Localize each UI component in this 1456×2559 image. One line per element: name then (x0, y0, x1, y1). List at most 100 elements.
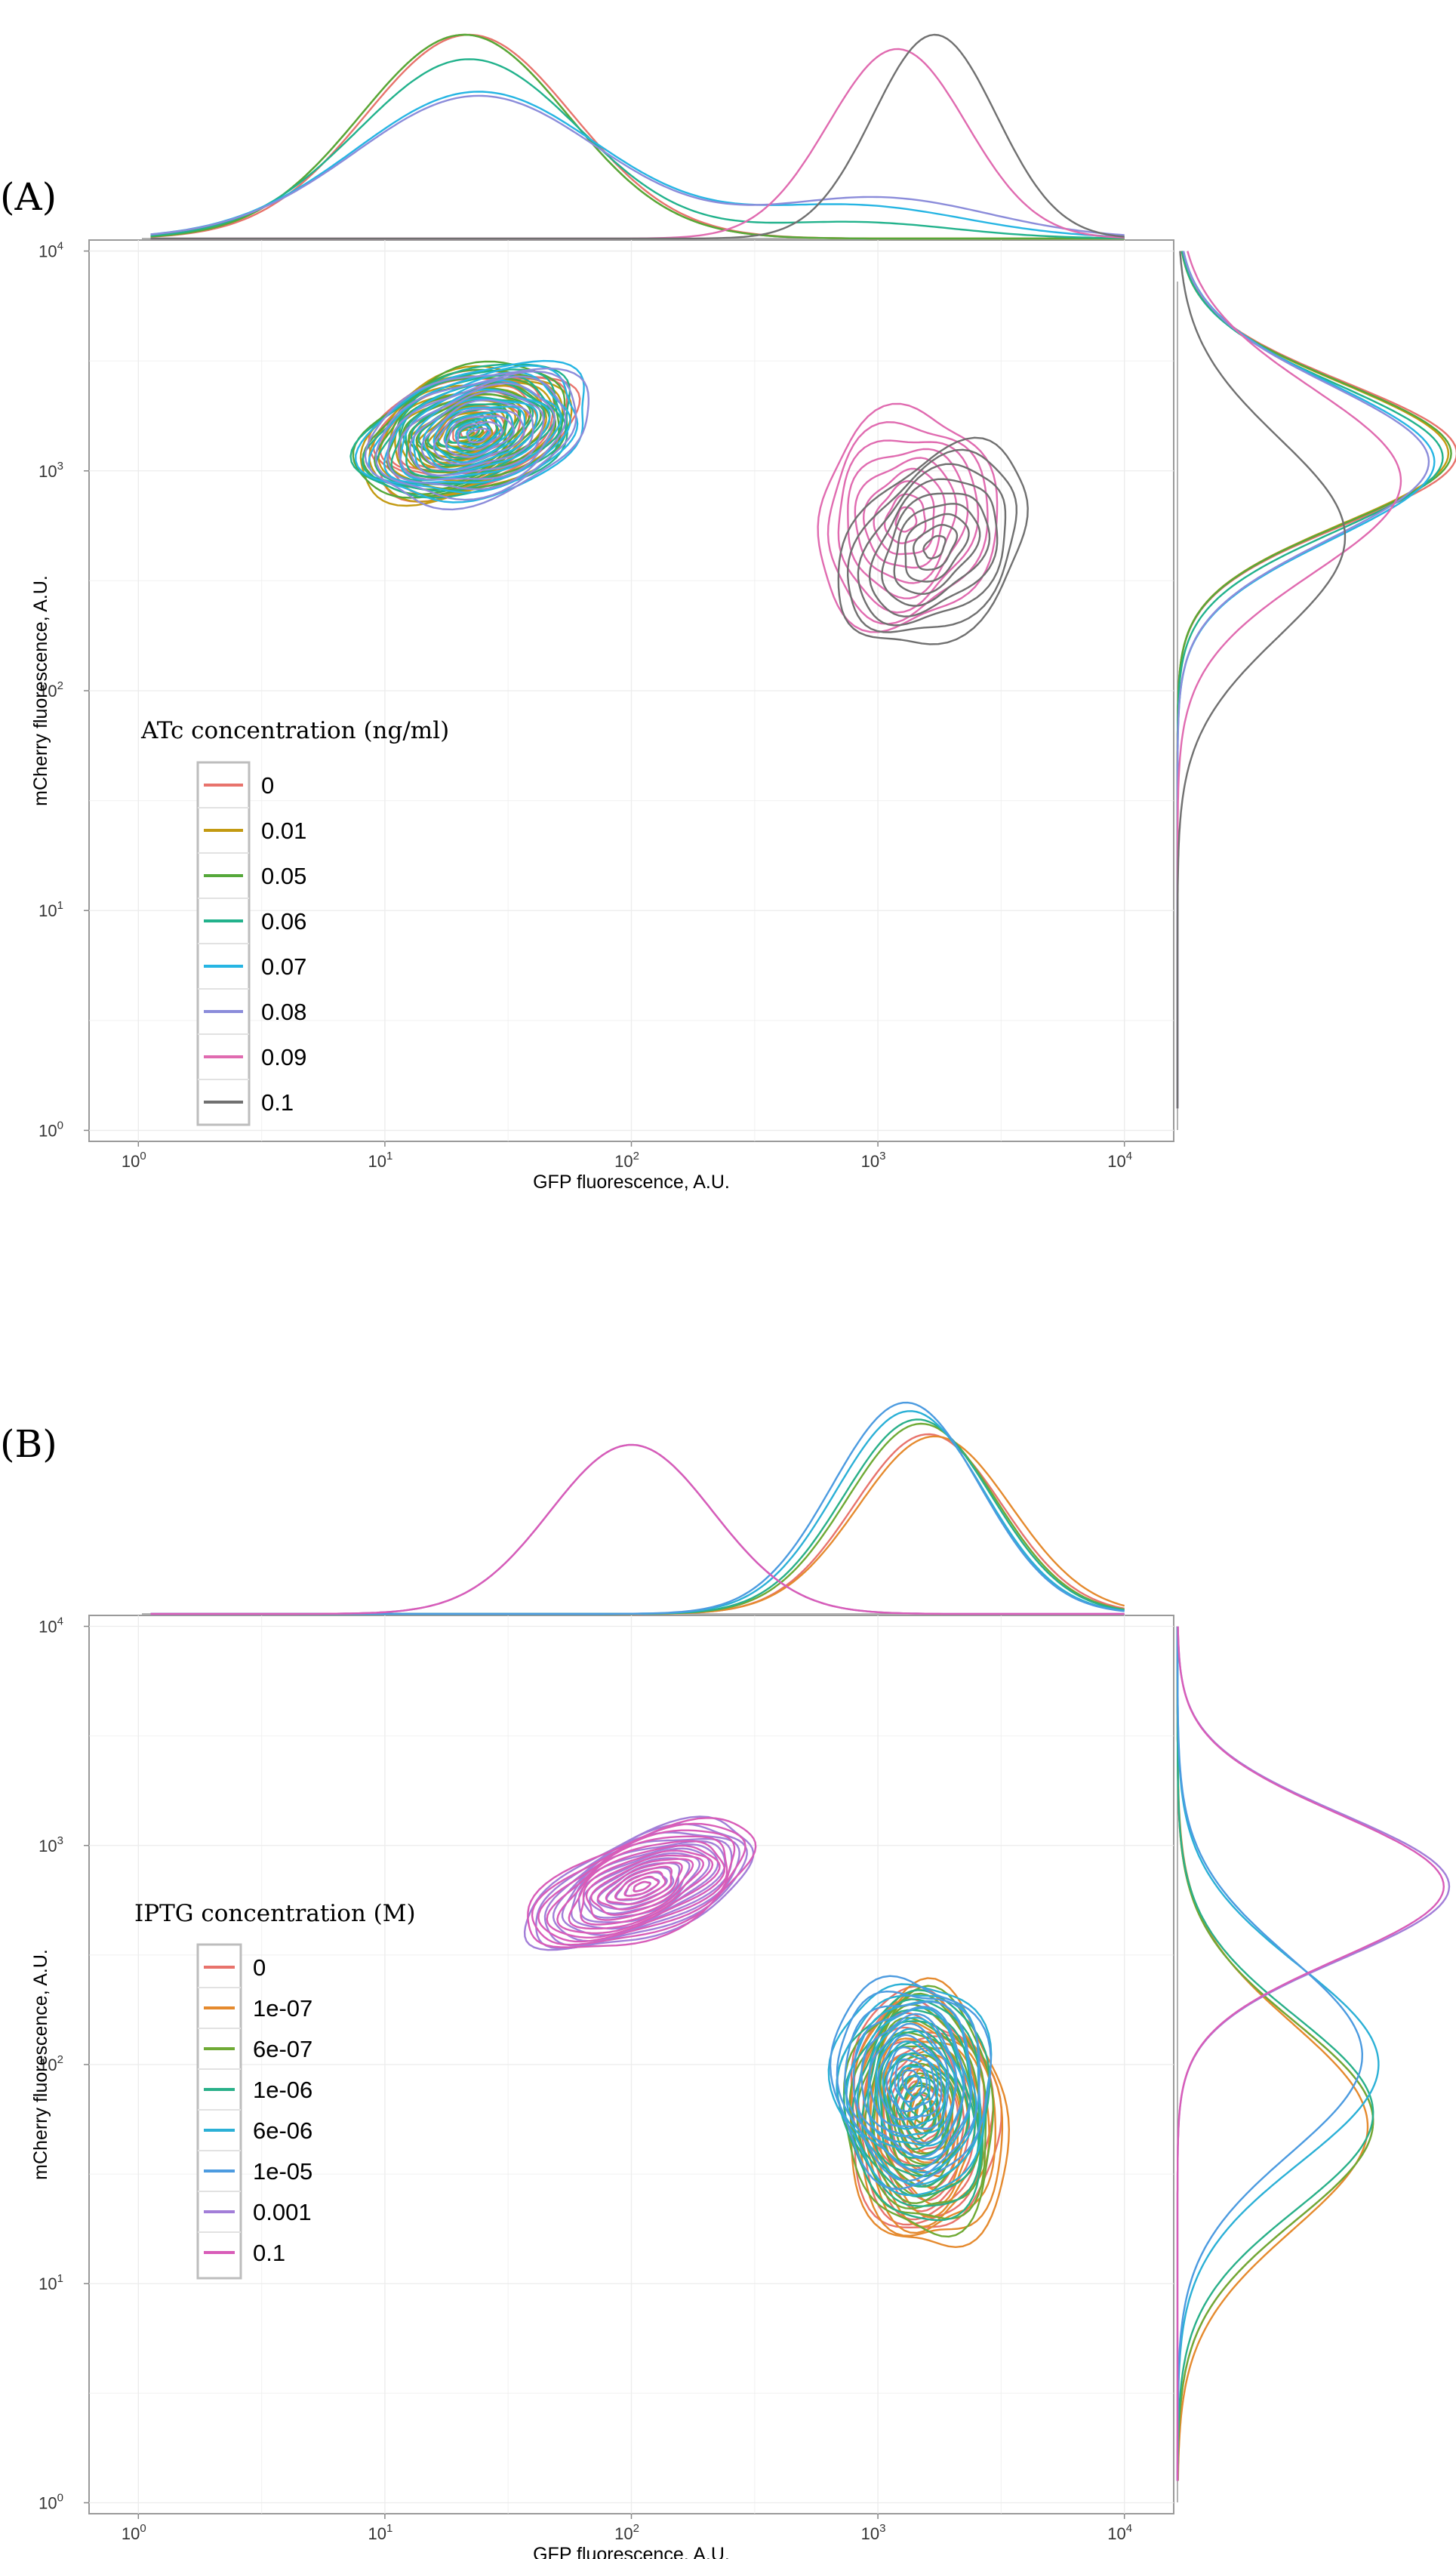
contour-line (561, 1840, 726, 1936)
contour-line (875, 2028, 956, 2137)
contour-line (907, 2092, 935, 2135)
contour-line (436, 417, 494, 454)
contour-line (590, 1858, 694, 1916)
x-tick-label: 104 (1107, 1150, 1132, 1171)
marginal-right (1176, 251, 1456, 1130)
y-tick-label: 101 (38, 2272, 63, 2293)
contour-line (836, 1989, 991, 2222)
y-tick-label: 101 (38, 899, 63, 920)
contour-line (596, 1862, 681, 1911)
contour-line (523, 1815, 755, 1951)
contour-line (543, 1831, 740, 1947)
contour-line (844, 2000, 973, 2171)
legend-label: 0.001 (253, 2199, 312, 2225)
contour-line (882, 2040, 948, 2130)
contour-line (856, 2007, 972, 2160)
legend-label: 0.08 (261, 999, 306, 1025)
legend-label: 6e-06 (253, 2117, 312, 2144)
contour-line (386, 375, 567, 491)
panel-b: (B) 100 101 102 103 104 100 101 102 103 104 GFP flu… (0, 1401, 1451, 2559)
contour-line (457, 420, 503, 451)
contour-line (852, 2006, 965, 2158)
marginal-top-curve-1e-06 (150, 1418, 1125, 1615)
x-tick-label: 101 (368, 1150, 392, 1171)
x-tick-label: 104 (1107, 2522, 1132, 2543)
contour-line (837, 439, 980, 614)
marginal-top-curve-0.09 (150, 48, 1125, 240)
marginal-right-curve-1e-06 (1176, 1626, 1374, 2481)
contour-series-1e-05 (829, 1975, 992, 2190)
contour-line (836, 1991, 980, 2182)
marginal-top-curve-1e-05 (150, 1401, 1125, 1615)
panel-label: (B) (0, 1422, 57, 1466)
legend-label: 0.1 (253, 2240, 285, 2266)
contour-line (623, 1875, 660, 1897)
gridlines (89, 1615, 1174, 2514)
marginal-top-curve-0 (150, 33, 1125, 240)
contour-line (893, 503, 981, 595)
x-axis-title: GFP fluorescence, A.U. (533, 1172, 730, 1193)
contour-line (860, 2012, 958, 2144)
marginal-top-curve-6e-06 (150, 1410, 1125, 1615)
marginal-top-curve-6e-07 (150, 1422, 1125, 1615)
marginal-right-curve-0.07 (1176, 251, 1436, 1109)
contour-line (349, 363, 571, 499)
legend-title: ATc concentration (ng/ml) (140, 717, 449, 744)
contour-line (883, 493, 927, 544)
contour-series-0.08 (364, 367, 589, 511)
contour-line (455, 417, 503, 448)
contour-line (552, 1837, 733, 1942)
contour-line (374, 370, 577, 501)
contour-line (582, 1852, 701, 1919)
y-axis-title: mCherry fluorescence, A.U. (30, 575, 51, 806)
contour-line (829, 1975, 992, 2190)
contour-line (432, 405, 526, 463)
marginal-right-curve-0 (1176, 1626, 1374, 2481)
y-tick-label: 103 (38, 460, 63, 481)
contour-line (633, 1880, 651, 1892)
marginal-right-curve-6e-06 (1176, 1626, 1380, 2481)
contour-line (868, 2022, 950, 2130)
contour-line (894, 2058, 928, 2103)
legend-label: 1e-06 (253, 2077, 312, 2103)
contour-line (867, 2016, 965, 2147)
contour-line (873, 2031, 976, 2197)
contour-line (580, 1849, 714, 1926)
x-tick-label: 102 (614, 1150, 639, 1171)
contour-line (460, 426, 479, 439)
contour-line (535, 1823, 748, 1950)
marginal-right-curve-1e-05 (1176, 1626, 1363, 2481)
contour-line (876, 2034, 943, 2120)
contour-line (458, 424, 480, 439)
marginal-right-curve-0 (1176, 251, 1456, 1109)
contour-line (537, 1829, 736, 1943)
contour-line (546, 1835, 728, 1938)
x-tick-label: 103 (861, 1150, 886, 1171)
contour-line (847, 448, 969, 599)
contour-line (412, 388, 551, 477)
x-tick-label: 100 (122, 1150, 146, 1171)
marginal-top-curve-0.1 (150, 33, 1125, 240)
legend-label: 0.01 (261, 818, 306, 844)
contour-line (913, 524, 959, 571)
contour-line (902, 2084, 932, 2129)
legend-label: 0.06 (261, 908, 306, 935)
legend-key-box (196, 1943, 242, 2280)
legend-label: 0.09 (261, 1044, 306, 1070)
y-tick-label: 100 (38, 2491, 63, 2512)
contour-line (445, 414, 516, 458)
y-axis-title: mCherry fluorescence, A.U. (30, 1949, 51, 2180)
contour-layer (523, 1815, 1010, 2248)
y-tick-label: 104 (38, 240, 63, 261)
contour-line (889, 2052, 939, 2121)
contour-line (398, 382, 556, 481)
x-tick-label: 102 (614, 2522, 639, 2543)
marginal-top (142, 1401, 1125, 1615)
marginal-right-curve-0.09 (1176, 251, 1402, 1109)
contour-line (556, 1840, 725, 1935)
gridlines (89, 240, 1174, 1141)
marginal-top-curve-0.08 (150, 94, 1125, 236)
marginal-right-curve-0.1 (1176, 251, 1347, 1109)
